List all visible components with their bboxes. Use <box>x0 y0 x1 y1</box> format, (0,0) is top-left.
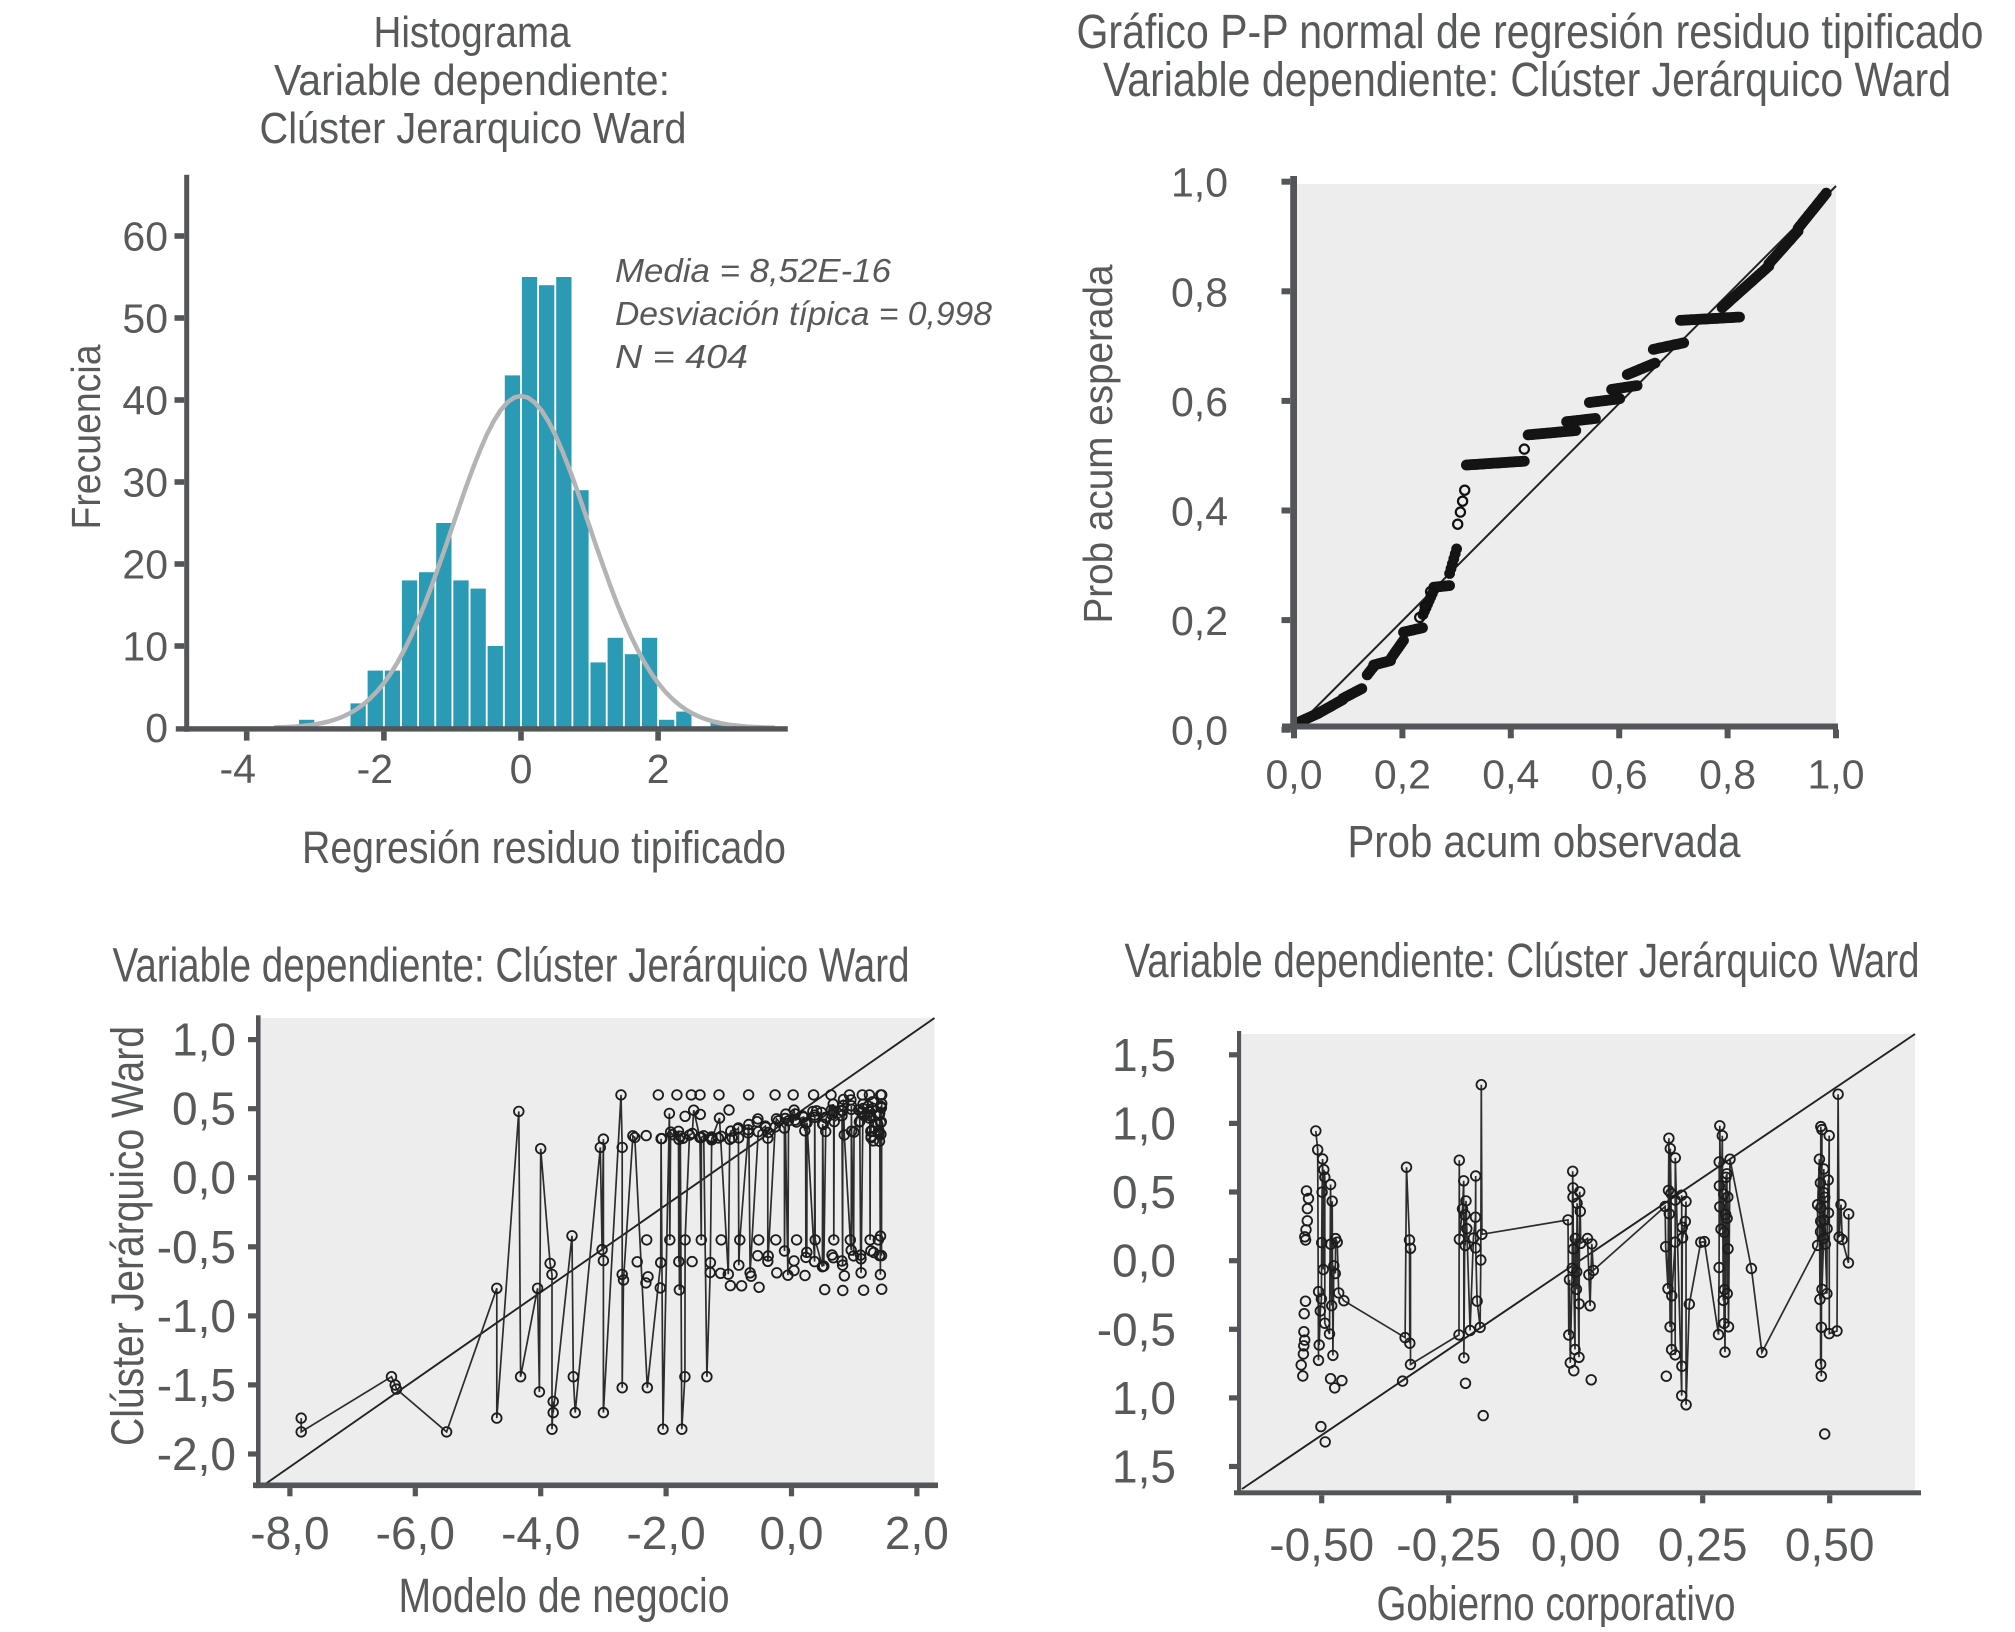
svg-text:2: 2 <box>647 746 670 792</box>
svg-text:Clúster Jerarquico Ward: Clúster Jerarquico Ward <box>260 104 687 153</box>
svg-text:0,4: 0,4 <box>1482 751 1539 797</box>
svg-text:0,00: 0,00 <box>1531 1519 1621 1571</box>
svg-text:2,0: 2,0 <box>885 1507 949 1559</box>
svg-text:-8,0: -8,0 <box>250 1507 329 1559</box>
svg-text:0,8: 0,8 <box>1171 269 1228 315</box>
svg-text:0,6: 0,6 <box>1591 751 1648 797</box>
svg-text:Prob acum observada: Prob acum observada <box>1348 816 1742 867</box>
svg-text:-4: -4 <box>219 746 255 792</box>
svg-text:0,2: 0,2 <box>1171 598 1228 644</box>
svg-text:-2,0: -2,0 <box>157 1428 236 1480</box>
svg-text:N = 404: N = 404 <box>615 338 748 375</box>
svg-text:0,2: 0,2 <box>1374 751 1431 797</box>
svg-text:1,5: 1,5 <box>1112 1441 1176 1493</box>
svg-text:1,0: 1,0 <box>1171 160 1228 206</box>
svg-text:40: 40 <box>122 378 168 424</box>
svg-text:-0,5: -0,5 <box>157 1221 236 1273</box>
svg-text:30: 30 <box>122 460 168 506</box>
svg-text:1,0: 1,0 <box>1112 1097 1176 1149</box>
svg-text:50: 50 <box>122 296 168 342</box>
svg-text:Modelo de negocio: Modelo de negocio <box>399 1570 730 1623</box>
svg-text:Desviación típica = 0,998: Desviación típica = 0,998 <box>615 295 993 332</box>
svg-text:0: 0 <box>510 746 533 792</box>
svg-text:1,0: 1,0 <box>172 1014 236 1066</box>
svg-text:Clúster Jerárquico Ward: Clúster Jerárquico Ward <box>102 1026 153 1446</box>
svg-text:Gráfico P-P normal de regresió: Gráfico P-P normal de regresión residuo … <box>1077 6 1984 59</box>
svg-text:0,0: 0,0 <box>1112 1235 1176 1287</box>
svg-text:-0,5: -0,5 <box>1097 1303 1176 1355</box>
svg-text:1,0: 1,0 <box>1808 751 1865 797</box>
svg-text:Variable dependiente: Clúster: Variable dependiente: Clúster Jerárquico… <box>113 940 910 993</box>
svg-text:0,0: 0,0 <box>760 1507 824 1559</box>
svg-text:0,0: 0,0 <box>172 1152 236 1204</box>
svg-text:-6,0: -6,0 <box>376 1507 455 1559</box>
svg-text:Frecuencia: Frecuencia <box>63 344 109 529</box>
svg-text:0,5: 0,5 <box>172 1083 236 1135</box>
svg-text:-1,5: -1,5 <box>157 1359 236 1411</box>
svg-text:0,5: 0,5 <box>1112 1166 1176 1218</box>
svg-text:1,5: 1,5 <box>1112 1029 1176 1081</box>
svg-text:10: 10 <box>122 624 168 670</box>
svg-text:-4,0: -4,0 <box>501 1507 580 1559</box>
svg-text:Variable dependiente:: Variable dependiente: <box>274 56 670 105</box>
svg-text:-2,0: -2,0 <box>626 1507 705 1559</box>
svg-text:Variable dependiente: Clúster: Variable dependiente: Clúster Jerárquico… <box>1103 54 1951 107</box>
svg-text:1,0: 1,0 <box>1112 1372 1176 1424</box>
svg-text:60: 60 <box>122 214 168 260</box>
svg-text:-1,0: -1,0 <box>157 1290 236 1342</box>
svg-text:-0,25: -0,25 <box>1396 1519 1501 1571</box>
svg-text:Variable dependiente: Clúster: Variable dependiente: Clúster Jerárquico… <box>1125 935 1920 988</box>
svg-text:0,0: 0,0 <box>1266 751 1323 797</box>
svg-text:0,0: 0,0 <box>1171 708 1228 754</box>
svg-text:0,4: 0,4 <box>1171 489 1228 535</box>
svg-text:0,50: 0,50 <box>1785 1519 1875 1571</box>
svg-text:0: 0 <box>145 705 168 751</box>
svg-text:-2: -2 <box>357 746 393 792</box>
svg-text:-0,50: -0,50 <box>1269 1519 1374 1571</box>
svg-text:Regresión residuo tipificado: Regresión residuo tipificado <box>302 822 786 873</box>
svg-text:Histograma: Histograma <box>374 8 571 57</box>
svg-text:Media = 8,52E-16: Media = 8,52E-16 <box>615 252 892 289</box>
svg-text:Prob acum esperada: Prob acum esperada <box>1075 264 1121 623</box>
svg-text:20: 20 <box>122 542 168 588</box>
svg-text:0,6: 0,6 <box>1171 379 1228 425</box>
svg-text:0,25: 0,25 <box>1658 1519 1748 1571</box>
svg-text:Gobierno corporativo: Gobierno corporativo <box>1377 1578 1736 1627</box>
svg-text:0,8: 0,8 <box>1699 751 1756 797</box>
